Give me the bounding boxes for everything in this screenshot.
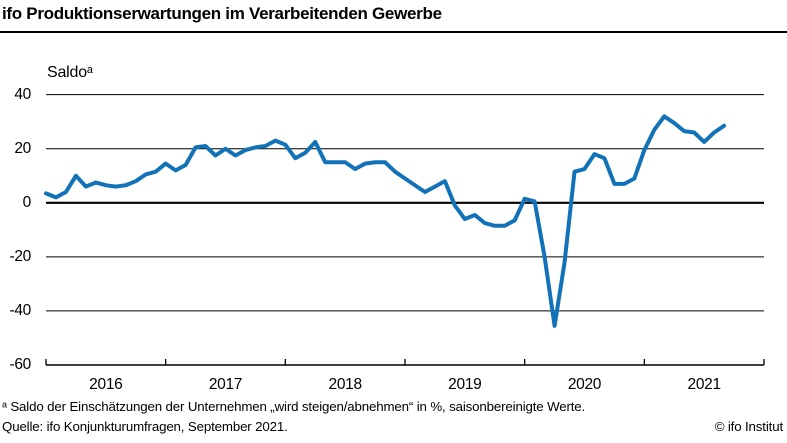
source-line: Quelle: ifo Konjunkturumfragen, Septembe… bbox=[2, 419, 288, 434]
footnote-definition: ᵃ Saldo der Einschätzungen der Unternehm… bbox=[2, 399, 586, 414]
title-divider-rule bbox=[0, 31, 787, 33]
y-tick-label: 0 bbox=[22, 193, 32, 211]
y-axis-unit-label: Saldoᵃ bbox=[47, 64, 93, 81]
data-series-line bbox=[44, 114, 727, 328]
y-tick-label: 20 bbox=[14, 139, 31, 157]
copyright-label: © ifo Institut bbox=[714, 419, 783, 434]
x-tick-label: 2018 bbox=[328, 376, 363, 393]
y-tick-label: -60 bbox=[9, 355, 31, 373]
x-tick-label: 2020 bbox=[567, 376, 602, 393]
y-tick-label: 40 bbox=[14, 85, 31, 103]
page-title: ifo Produktionserwartungen im Verarbeite… bbox=[2, 4, 442, 23]
x-tick-label: 2016 bbox=[89, 376, 123, 393]
x-tick-label: 2017 bbox=[208, 376, 243, 393]
x-tick-label: 2019 bbox=[448, 376, 482, 393]
y-tick-label: -20 bbox=[9, 247, 31, 265]
x-tick-label: 2021 bbox=[687, 376, 722, 393]
y-tick-label: -40 bbox=[9, 301, 31, 319]
